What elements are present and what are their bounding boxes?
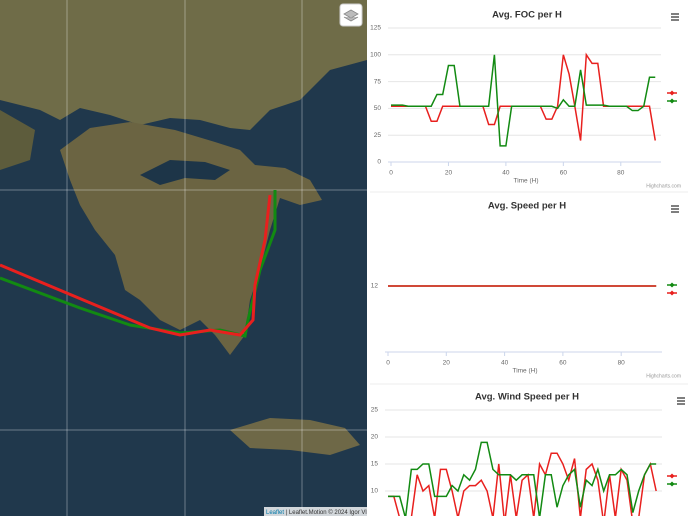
x-tick-label: 20 (445, 170, 453, 177)
land (60, 122, 322, 355)
y-tick-label: 0 (377, 159, 381, 166)
x-tick-label: 0 (389, 170, 393, 177)
route-red (0, 194, 272, 337)
credits: Highcharts.com (646, 373, 681, 379)
legend-marker (669, 98, 675, 104)
y-tick-label: 25 (371, 407, 379, 414)
series-line (388, 452, 657, 516)
y-tick-label: 10 (371, 488, 379, 495)
y-tick-label: 75 (374, 78, 382, 85)
x-tick-label: 20 (443, 360, 451, 367)
legend-marker (669, 473, 675, 479)
x-tick-label: 0 (386, 360, 390, 367)
map[interactable]: Leaflet | Leaflet.Motion © 2024 Igor Vla… (0, 0, 383, 516)
legend-marker (669, 90, 675, 96)
credits: Highcharts.com (646, 183, 681, 189)
x-tick-label: 80 (617, 170, 625, 177)
legend-marker (669, 282, 675, 288)
x-tick-label: 60 (560, 170, 568, 177)
gulf (140, 160, 230, 185)
attribution-link[interactable]: Leaflet (266, 510, 284, 516)
charts-panel (367, 0, 688, 516)
series-line (388, 441, 657, 516)
x-tick-label: 40 (501, 360, 509, 367)
x-axis-title: Time (H) (512, 368, 537, 375)
attribution: Leaflet | Leaflet.Motion © 2024 Igor Vla… (266, 509, 383, 516)
layers-icon (343, 9, 359, 22)
chart-title: Avg. Speed per H (488, 201, 566, 212)
legend-marker (669, 481, 675, 487)
y-tick-label: 25 (374, 132, 382, 139)
y-tick-label: 12 (371, 283, 379, 290)
land (230, 418, 360, 455)
x-axis-title: Time (H) (513, 178, 538, 185)
y-tick-label: 15 (371, 461, 379, 468)
series-line (391, 54, 656, 147)
x-tick-label: 60 (559, 360, 567, 367)
chart-title: Avg. FOC per H (492, 10, 562, 21)
attribution-box (264, 507, 367, 516)
x-tick-label: 40 (502, 170, 510, 177)
x-tick-label: 80 (618, 360, 626, 367)
y-tick-label: 125 (370, 25, 381, 32)
legend-marker (669, 290, 675, 296)
y-tick-label: 20 (371, 434, 379, 441)
attribution-text: | Leaflet.Motion © 2024 Igor Vladyka (286, 509, 384, 516)
y-tick-label: 100 (370, 52, 381, 59)
menu-icons[interactable] (671, 13, 685, 405)
chart-title: Avg. Wind Speed per H (475, 392, 579, 403)
y-tick-label: 50 (374, 105, 382, 112)
land (0, 0, 367, 130)
land (0, 110, 35, 170)
map-grid (0, 0, 367, 516)
